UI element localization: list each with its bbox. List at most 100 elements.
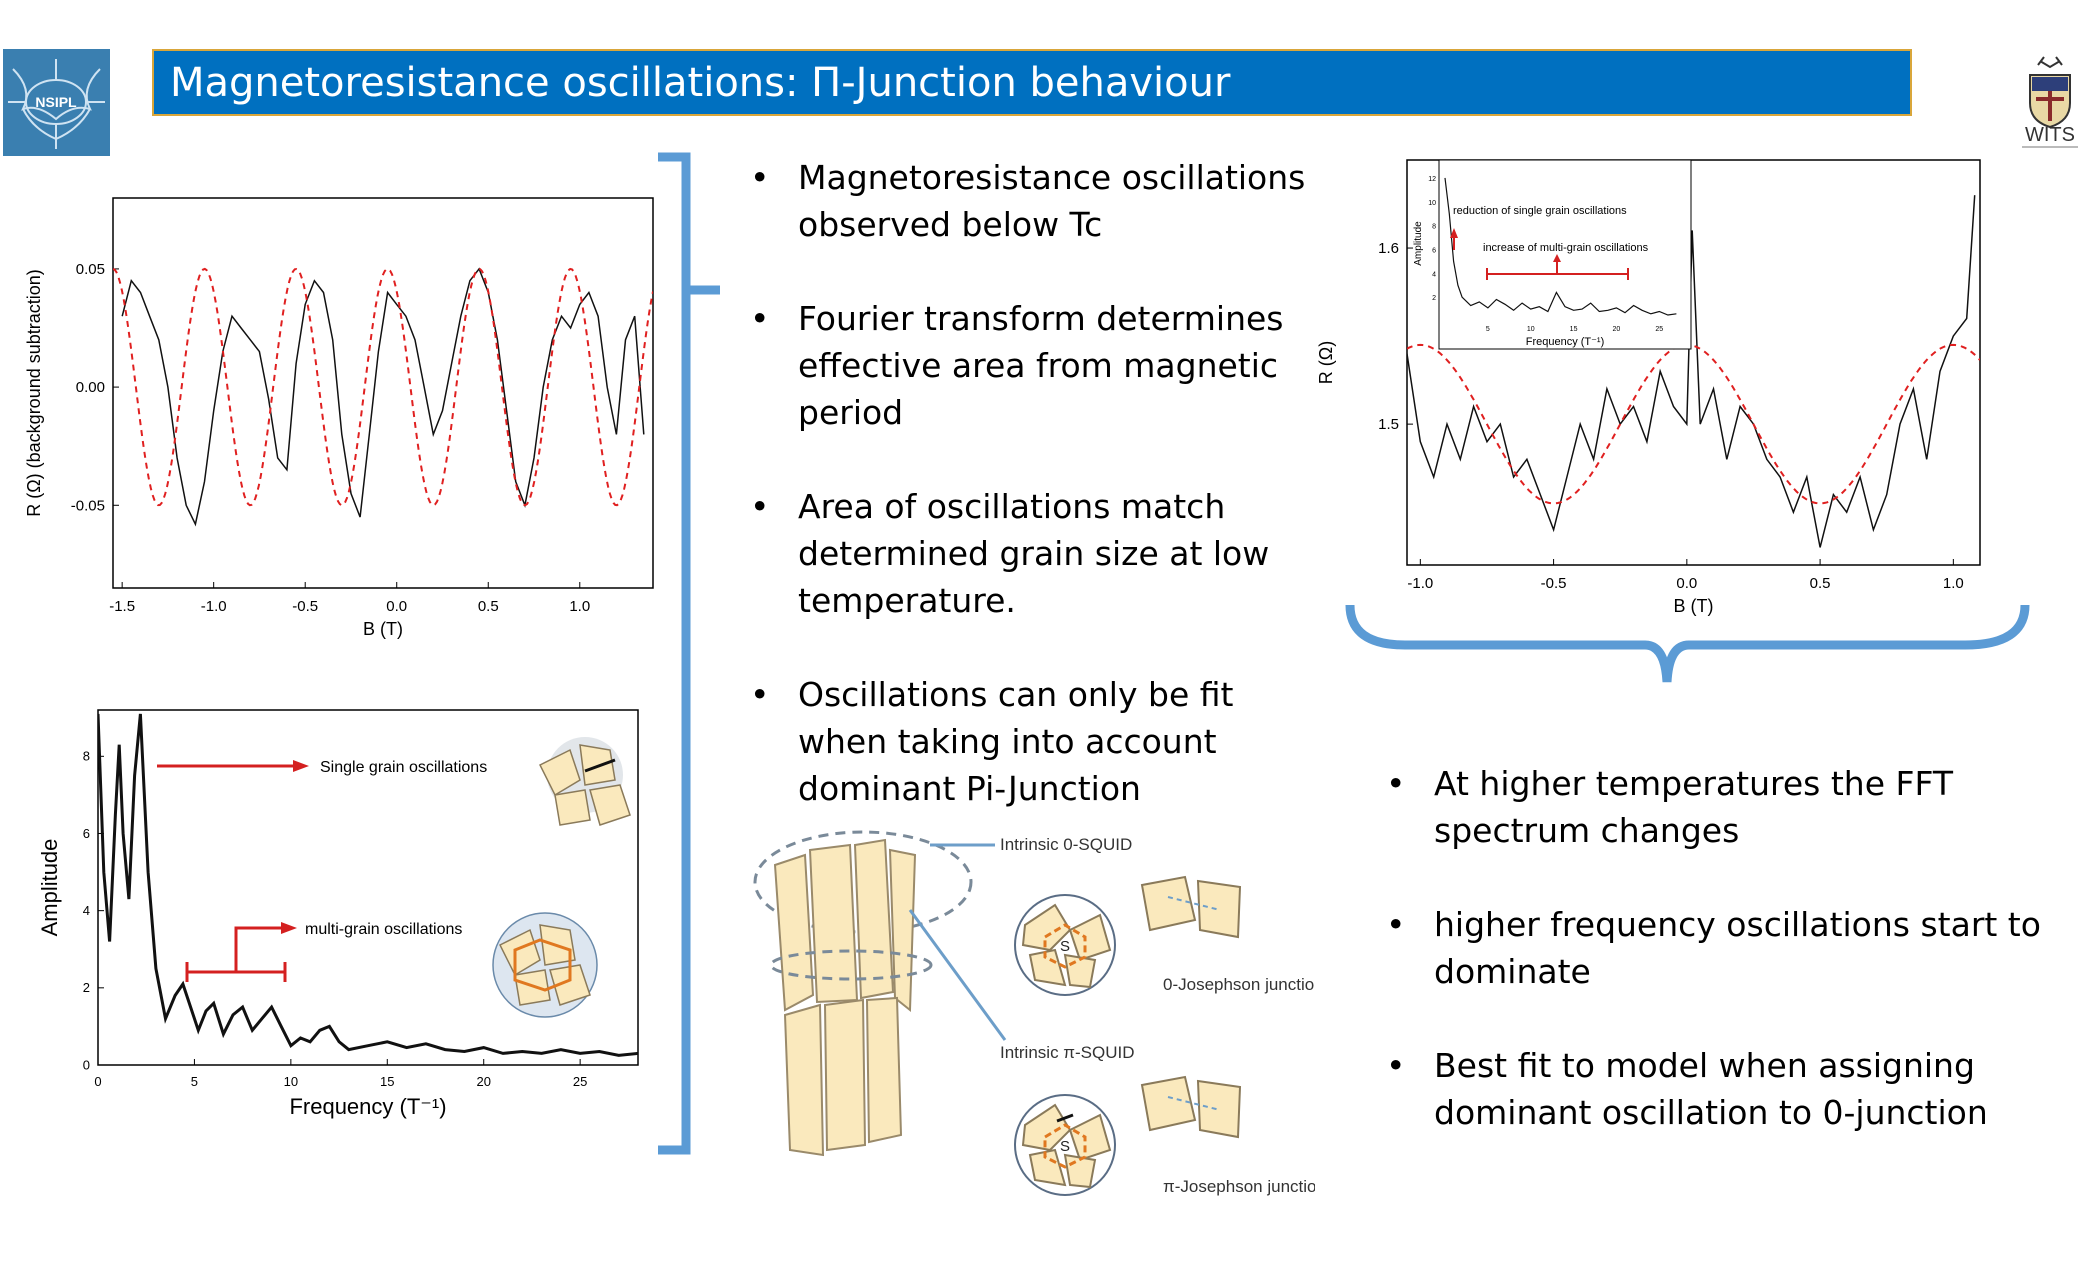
- plot-frame: [1406, 159, 1981, 566]
- inset-x-tick-label: 20: [1613, 326, 1621, 333]
- arrow-head: [1553, 254, 1561, 262]
- plot-frame: [97, 709, 639, 1066]
- y-tick-label: 0.05: [76, 261, 105, 278]
- zero-squid-drawing: S: [1014, 894, 1116, 996]
- arrow-head: [1450, 228, 1458, 238]
- bullet-text: Magnetoresistance oscillations observed …: [798, 158, 1306, 244]
- inset-x-tick-label: 15: [1570, 326, 1578, 333]
- grain-column: [753, 830, 973, 1157]
- x-tick-label: -0.5: [1541, 575, 1567, 592]
- x-tick-label: 5: [191, 1074, 198, 1089]
- inset-curve: [1444, 177, 1677, 316]
- chart-high-temp: -1.0 -0.5 0.0 0.5 1.01.61.5B (T)R (Ω)2468101…: [1316, 159, 1981, 616]
- slide-title: Magnetoresistance oscillations: Π-Juncti…: [170, 60, 1231, 106]
- inset-x-tick-label: 5: [1486, 326, 1490, 333]
- y-tick-label: 4: [83, 903, 90, 918]
- annotation-multi-grain: multi-grain oscillations: [305, 921, 462, 938]
- label-pi-josephson: π-Josephson junction: [1163, 1177, 1315, 1196]
- x-tick-label: 1.0: [1943, 575, 1964, 592]
- nsipl-logo: NSIPL: [3, 49, 110, 156]
- grain-shape: [514, 969, 551, 1006]
- right-brace: [1345, 604, 2030, 683]
- label-intrinsic-0-squid: Intrinsic 0-SQUID: [1000, 835, 1132, 854]
- y-tick-label: 2: [83, 980, 90, 995]
- y-axis-label: R (Ω) (background subtraction): [24, 269, 44, 517]
- inset-x-tick-label: 25: [1655, 326, 1663, 333]
- multi-grain-cluster: [492, 912, 598, 1018]
- grain-shape: [589, 784, 631, 826]
- arrow-head: [293, 760, 309, 772]
- y-axis-label: Amplitude: [37, 839, 62, 937]
- data-curve: [98, 713, 638, 1057]
- chart-fft-amplitude: 0 5 10 15 20 25 0 2 4 6 8 Frequency (T⁻¹) Amplitude S…: [37, 709, 639, 1119]
- inset-y-tick-label: 12: [1428, 176, 1436, 183]
- y-tick-label: 1.6: [1378, 240, 1399, 257]
- nsipl-logo-icon: NSIPL: [3, 49, 110, 156]
- nsipl-logo-text: NSIPL: [35, 94, 77, 110]
- x-axis-label: B (T): [1674, 596, 1714, 616]
- multi-grain-loop: [513, 938, 572, 992]
- inset-bracket: [1486, 260, 1629, 280]
- bullet-text: Best fit to model when assigning dominan…: [1434, 1046, 1988, 1132]
- x-tick-label: 0.0: [386, 598, 407, 615]
- bullets-middle: Magnetoresistance oscillations observed …: [750, 154, 1330, 859]
- y-tick-label: 8: [83, 749, 90, 764]
- grain-shape: [554, 789, 591, 826]
- fit-curve: [1407, 343, 1980, 505]
- x-tick-label: 25: [573, 1074, 587, 1089]
- bullet-item: At higher temperatures the FFT spectrum …: [1386, 760, 2066, 854]
- wits-logo: WITS: [2010, 55, 2090, 150]
- inset-x-label: Frequency (T⁻¹): [1526, 336, 1605, 348]
- inset-y-tick-label: 10: [1428, 200, 1436, 207]
- bullet-text: Fourier transform determines effective a…: [798, 299, 1284, 432]
- x-tick-label: 20: [476, 1074, 490, 1089]
- bullet-text: Oscillations can only be fit when taking…: [798, 675, 1234, 808]
- title-bar: Magnetoresistance oscillations: Π-Juncti…: [152, 49, 1912, 116]
- x-tick-label: 0: [94, 1074, 101, 1089]
- x-tick-label: 0.5: [478, 598, 499, 615]
- y-tick-label: 0: [83, 1057, 90, 1072]
- wits-logo-text: WITS: [2025, 124, 2075, 146]
- x-tick-label: -1.5: [109, 598, 135, 615]
- x-tick-label: 0.5: [1810, 575, 1831, 592]
- chart-magnetoresistance: -1.5 -1.0 -0.5 0.0 0.5 1.0 0.05 0.00 -0.05 B (T) R…: [24, 197, 654, 639]
- y-tick-label: 6: [83, 826, 90, 841]
- s-label: S: [1060, 938, 1070, 955]
- x-tick-label: 15: [380, 1074, 394, 1089]
- data-curve: [121, 267, 645, 527]
- x-tick-label: 1.0: [569, 598, 590, 615]
- radius-line: [584, 758, 616, 773]
- plot-frame: [112, 197, 654, 589]
- inset-x-tick-label: 10: [1527, 326, 1535, 333]
- multi-grain-bracket: [185, 926, 287, 982]
- y-tick-label: 1.5: [1378, 416, 1399, 433]
- bullet-item: Area of oscillations match determined gr…: [750, 483, 1330, 624]
- annotation-single-grain: Single grain oscillations: [320, 759, 487, 776]
- bullet-item: Best fit to model when assigning dominan…: [1386, 1042, 2066, 1136]
- inset-y-tick-label: 4: [1432, 271, 1436, 278]
- x-axis-label: B (T): [363, 619, 403, 639]
- left-bracket: [658, 152, 720, 1155]
- x-tick-label: -0.5: [292, 598, 318, 615]
- bullet-text: higher frequency oscillations start to d…: [1434, 905, 2041, 991]
- arrow-head: [281, 922, 297, 934]
- grain-shape: [498, 928, 541, 977]
- arrow-pi-squid: [908, 909, 1007, 1041]
- bullet-item: higher frequency oscillations start to d…: [1386, 901, 2066, 995]
- x-axis-label: Frequency (T⁻¹): [289, 1094, 446, 1119]
- wits-crest-icon: WITS: [2022, 56, 2078, 148]
- squid-diagram: Intrinsic 0-SQUID Intrinsic π-SQUID S S …: [753, 830, 1315, 1196]
- pi-squid-drawing: S: [1014, 1094, 1116, 1196]
- inset-annotation-increase: increase of multi-grain oscillations: [1483, 242, 1649, 254]
- s-label: S: [1060, 1138, 1070, 1155]
- inset-annotation-reduction: reduction of single grain oscillations: [1453, 205, 1627, 217]
- grain-shape: [538, 748, 581, 797]
- bullet-item: Magnetoresistance oscillations observed …: [750, 154, 1330, 248]
- inset-y-tick-label: 6: [1432, 247, 1436, 254]
- y-tick-label: 0.00: [76, 379, 105, 396]
- y-tick-label: -0.05: [71, 497, 105, 514]
- bullets-right: At higher temperatures the FFT spectrum …: [1386, 760, 2066, 1183]
- inset-frame: [1438, 159, 1692, 350]
- pi-josephson-junction: [1140, 1075, 1242, 1139]
- x-tick-label: -1.0: [201, 598, 227, 615]
